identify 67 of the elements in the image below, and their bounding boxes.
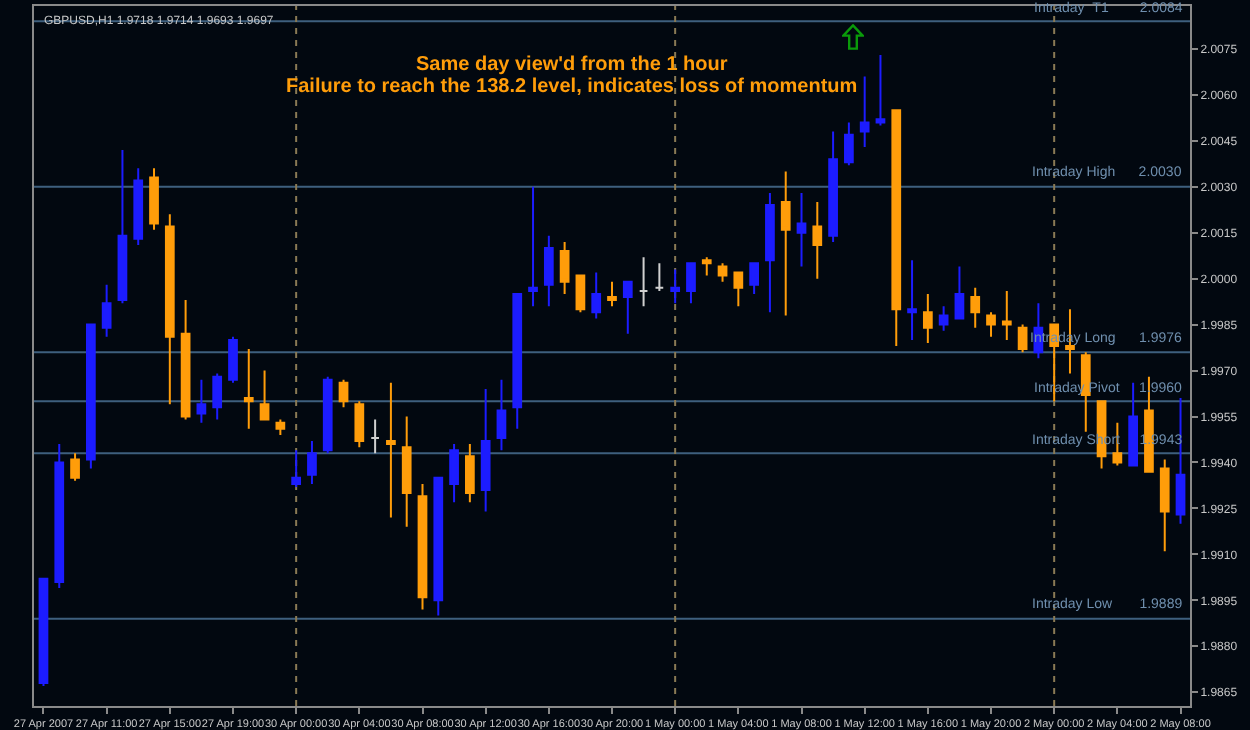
candlestick xyxy=(733,271,744,308)
candlestick xyxy=(417,482,428,611)
candlestick xyxy=(85,323,96,470)
candlestick xyxy=(401,415,412,528)
candlestick xyxy=(875,54,886,127)
candlestick xyxy=(101,283,112,338)
candlestick xyxy=(164,213,175,406)
candlestick xyxy=(638,256,649,308)
candlestick xyxy=(812,201,823,280)
candlestick xyxy=(859,75,870,148)
candlestick xyxy=(591,271,602,320)
candlestick xyxy=(338,378,349,409)
candlestick xyxy=(133,167,144,246)
candlestick xyxy=(701,256,712,277)
candlestick xyxy=(1001,289,1012,341)
candlestick xyxy=(575,274,586,314)
candlestick xyxy=(528,185,538,308)
candlestick xyxy=(970,286,981,329)
candlestick xyxy=(828,130,838,243)
candlestick xyxy=(986,311,996,338)
candlestick xyxy=(891,109,902,348)
candlestick xyxy=(1017,323,1028,354)
candlestick xyxy=(38,577,49,688)
candlestick xyxy=(433,476,444,617)
candlestick xyxy=(780,170,791,317)
candlestick xyxy=(512,292,523,430)
candlestick xyxy=(54,443,65,590)
candlestick xyxy=(307,440,317,485)
candlestick xyxy=(70,452,80,482)
candlestick xyxy=(717,262,728,283)
text: Failure to reach the 138.2 level, indicates loss of momentum xyxy=(286,76,858,98)
candlestick xyxy=(243,348,254,430)
candlestick xyxy=(922,292,933,344)
candlestick xyxy=(449,443,459,504)
candlestick xyxy=(749,262,759,295)
candlestick xyxy=(559,240,570,295)
candlestick xyxy=(907,259,917,341)
candlestick xyxy=(765,191,775,314)
candlestick xyxy=(117,148,128,305)
candlestick xyxy=(370,418,380,455)
candlestick xyxy=(796,191,807,268)
candlestick xyxy=(654,262,665,292)
candlestick xyxy=(259,369,270,421)
candlestick xyxy=(496,378,507,452)
candlestick xyxy=(275,418,286,436)
candlestick xyxy=(291,449,302,488)
candlestick xyxy=(196,378,207,424)
candlestick xyxy=(212,372,223,421)
candlestick xyxy=(480,387,491,513)
candlestick xyxy=(622,280,633,335)
candlestick xyxy=(543,234,554,308)
candlestick xyxy=(670,268,681,305)
candlestick xyxy=(228,335,238,384)
candlestick xyxy=(465,443,475,504)
candlestick xyxy=(607,280,617,308)
text: Same day view'd from the 1 hour xyxy=(416,54,728,76)
candlestick xyxy=(954,265,965,320)
candlestick xyxy=(1128,381,1139,467)
candlestick xyxy=(938,305,949,332)
candlestick xyxy=(844,121,854,167)
candlestick xyxy=(354,400,365,449)
candlestick xyxy=(1159,458,1170,553)
candlestick xyxy=(180,299,191,421)
candlestick xyxy=(149,167,159,231)
candlestick xyxy=(322,375,333,455)
candlestick xyxy=(386,381,396,519)
candlestick xyxy=(686,262,696,305)
